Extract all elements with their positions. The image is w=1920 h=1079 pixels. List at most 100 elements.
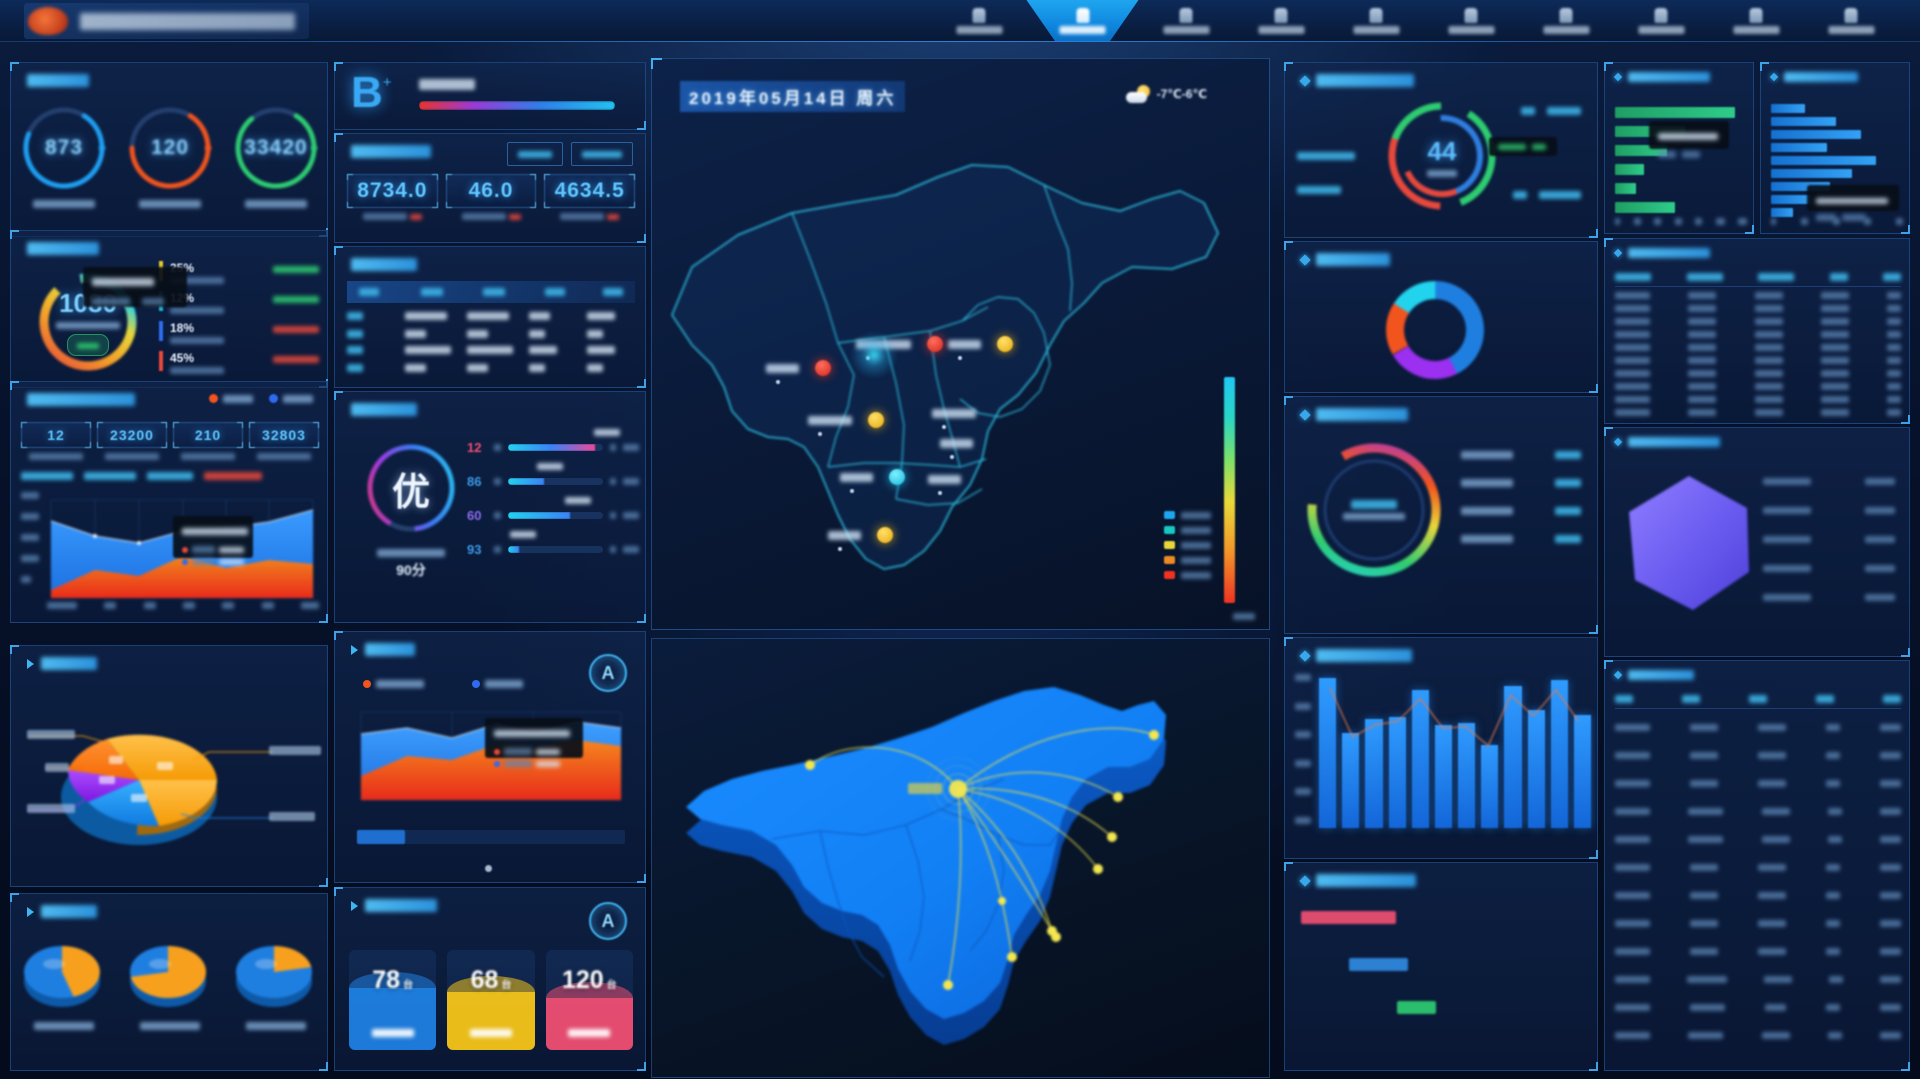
supply-page-dot[interactable] [485, 865, 492, 872]
blue-bar-6 [1771, 181, 1903, 192]
panel-title-table [351, 258, 417, 271]
panel-title-text [27, 393, 135, 406]
map-panel-district[interactable]: 2019年05月14日 周六 -7℃-6℃ [651, 58, 1270, 630]
blue-bar-3 [1771, 142, 1903, 153]
table-row [1615, 881, 1901, 909]
table-cell [1688, 331, 1717, 338]
table-cell [1826, 751, 1840, 759]
station-table-header [1615, 273, 1901, 287]
table-cell [347, 346, 363, 354]
device-badge[interactable]: A [589, 902, 627, 940]
hex-row-1 [1763, 507, 1895, 514]
panel-energy-index-ring [1284, 396, 1598, 634]
btn-week[interactable] [571, 142, 633, 166]
energy-legend-row: 18% [159, 321, 319, 344]
table-cell [1754, 370, 1783, 377]
energy-icon [1179, 8, 1193, 23]
device-card-1[interactable]: 68 台 [447, 950, 535, 1050]
table-cell [1820, 292, 1849, 299]
weather-widget: -7℃-6℃ [1125, 85, 1207, 103]
green-bar-2 [1615, 143, 1747, 157]
green-bar-4 [1615, 181, 1747, 195]
nav-item-label [1163, 26, 1209, 34]
table-cell [1615, 1003, 1650, 1011]
score-grade-char: 优 [391, 471, 430, 514]
table-cell [1761, 1031, 1790, 1039]
table-cell [1820, 383, 1849, 390]
btn-today[interactable] [507, 142, 563, 166]
panel-energy-grade: B + [334, 62, 646, 130]
device-card-0[interactable]: 78 台 [349, 950, 437, 1050]
grade-sup: + [382, 74, 392, 91]
table-cell [1615, 863, 1650, 871]
map-legend-item-4 [1164, 571, 1211, 579]
table-cell [1615, 292, 1650, 299]
table-cell [1688, 357, 1717, 364]
gauge-label [33, 200, 95, 208]
hexagon-shape-icon [1629, 476, 1749, 610]
alarm-icon [1559, 8, 1573, 23]
score-bar-row-3: 93 [467, 531, 639, 557]
nav-item-label [1353, 26, 1399, 34]
table-cell [1690, 863, 1718, 871]
running-bottom-right [1513, 191, 1581, 199]
progress-item-1 [1301, 958, 1583, 971]
app-logo[interactable] [24, 3, 309, 39]
table-cell [1688, 807, 1724, 815]
mini-pie-0 [18, 938, 110, 1030]
alarm-table-body [1615, 713, 1901, 1049]
map-marker-yellow[interactable] [868, 412, 884, 428]
energy-tooltip [83, 267, 187, 307]
nav-item-5[interactable] [1424, 0, 1519, 42]
supply-badge[interactable]: A [589, 654, 627, 692]
table-cell [1820, 305, 1849, 312]
map-marker-red[interactable] [815, 360, 831, 376]
map-marker-yellow[interactable] [877, 527, 893, 543]
chart-legend [21, 472, 321, 480]
nav-item-9[interactable] [1804, 0, 1899, 42]
table-cell [1690, 723, 1718, 731]
panel-title-text [351, 258, 417, 271]
nav-item-4[interactable] [1329, 0, 1424, 42]
supply-scrollbar[interactable] [357, 830, 625, 844]
nav-item-7[interactable] [1614, 0, 1709, 42]
map-marker-cyan[interactable] [889, 469, 905, 485]
nav-item-6[interactable] [1519, 0, 1614, 42]
nav-item-8[interactable] [1709, 0, 1804, 42]
green-bar-5 [1615, 200, 1747, 214]
top-navigation[interactable] [932, 0, 1899, 42]
heat-period-buttons[interactable] [507, 142, 633, 166]
service-icon [1464, 8, 1478, 23]
panel-title-text [365, 643, 415, 656]
diamond-icon [1299, 408, 1311, 421]
table-cell [405, 364, 426, 372]
nav-item-3[interactable] [1234, 0, 1329, 42]
table-cell [1688, 292, 1717, 299]
panel-heat-source-structure [1284, 241, 1598, 393]
table-cell [1754, 357, 1783, 364]
table-cell [1820, 344, 1849, 351]
device-card-2[interactable]: 120 台 [545, 950, 633, 1050]
table-cell [1887, 383, 1901, 390]
device-card-row: 78 台 68 台 120 台 [349, 950, 633, 1050]
nav-item-1[interactable] [1026, 0, 1139, 42]
app-title-text [80, 12, 295, 30]
panel-region-ranking [1604, 62, 1754, 234]
nav-item-2[interactable] [1139, 0, 1234, 42]
blue-bar-1 [1771, 116, 1903, 127]
map-legend-item-3 [1164, 556, 1211, 564]
map-panel-3d-flow[interactable] [651, 638, 1270, 1078]
nav-item-label [1059, 26, 1106, 34]
blue-bar-0 [1771, 103, 1903, 114]
map-marker-red[interactable] [927, 336, 943, 352]
map-marker-yellow[interactable] [997, 336, 1013, 352]
table-cell [1690, 751, 1718, 759]
heat-kpi-2: 4634.5 [544, 174, 636, 220]
table-cell [587, 346, 615, 354]
panel-station-detail-table [1604, 238, 1910, 424]
map-dot [942, 425, 946, 429]
nav-item-0[interactable] [932, 0, 1027, 42]
map-dot [938, 491, 942, 495]
table-cell [1826, 779, 1840, 787]
panel-title-text [351, 403, 417, 416]
